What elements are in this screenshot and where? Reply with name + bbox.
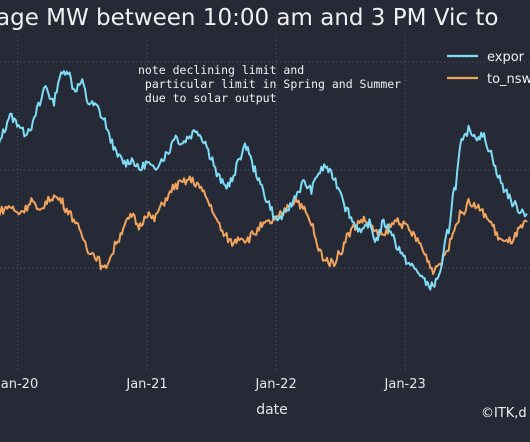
annotation-line-3: due to solar output — [138, 91, 276, 105]
legend: expor to_nsw — [447, 50, 530, 87]
series-line-to-nsw — [0, 175, 528, 275]
x-axis-label: date — [256, 402, 288, 418]
series-layer — [0, 70, 528, 291]
x-tick-label: Jan-21 — [125, 377, 167, 392]
annotation-line-1: note declining limit and — [138, 63, 304, 77]
x-tick-label: Jan-22 — [254, 377, 296, 392]
credit-text: ©ITK,d — [481, 406, 527, 421]
grid — [0, 36, 530, 370]
x-axis-ticks: Jan-20 Jan-21 Jan-22 Jan-23 — [0, 377, 426, 392]
annotation: note declining limit and particular limi… — [138, 63, 408, 105]
annotation-line-2: particular limit in Spring and Summer — [138, 77, 401, 91]
legend-label-export: expor — [487, 50, 525, 65]
legend-label-to-nsw: to_nsw — [487, 72, 530, 87]
x-tick-label: Jan-23 — [384, 377, 426, 392]
x-tick-label: Jan-20 — [0, 377, 38, 392]
chart-title: age MW between 10:00 am and 3 PM Vic to — [0, 5, 498, 31]
series-line-expor — [0, 70, 528, 291]
